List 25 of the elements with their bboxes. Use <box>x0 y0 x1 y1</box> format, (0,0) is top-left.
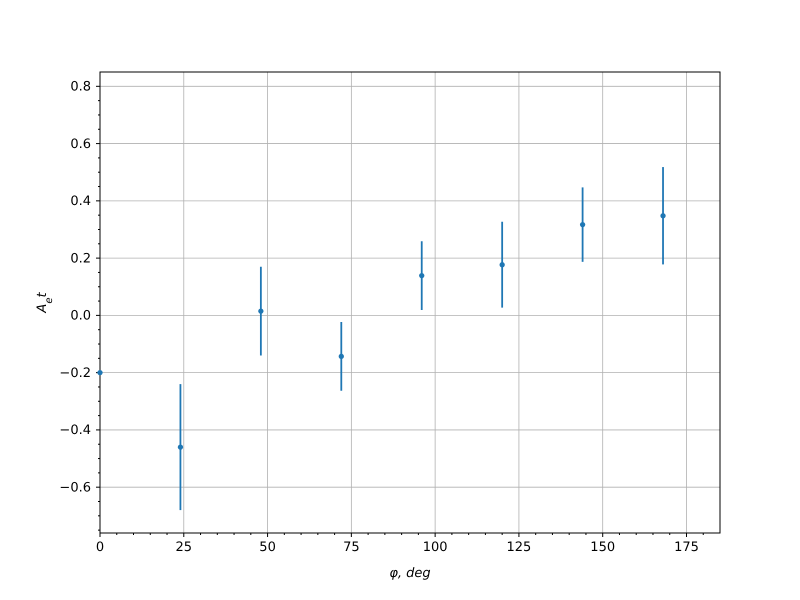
x-axis-title: φ, deg <box>389 566 431 581</box>
x-tick-label: 50 <box>259 540 276 556</box>
point <box>419 272 424 278</box>
point <box>178 444 184 450</box>
y-tick-label: 0.4 <box>70 194 91 210</box>
x-tick-label: 100 <box>422 540 448 556</box>
point <box>660 213 666 218</box>
x-tick-label: 25 <box>176 540 192 556</box>
y-tick-label: 0.2 <box>70 251 91 266</box>
x-tick-label: 0 <box>96 540 104 556</box>
x-tick-label: 175 <box>674 540 699 556</box>
point <box>338 354 344 359</box>
x-tick-label: 125 <box>506 540 532 556</box>
y-tick-label: 0.6 <box>70 136 91 152</box>
point <box>258 308 264 314</box>
x-tick-label: 75 <box>343 540 360 556</box>
y-tick-label: 0.8 <box>70 79 91 94</box>
point <box>580 222 586 228</box>
y-tick-label: 0.0 <box>70 308 91 324</box>
point <box>500 262 505 268</box>
y-tick-label: −0.2 <box>59 366 91 381</box>
y-tick-label: −0.4 <box>59 423 91 438</box>
point <box>97 370 103 376</box>
x-tick-label: 150 <box>590 540 616 556</box>
y-tick-label: −0.6 <box>59 480 91 496</box>
